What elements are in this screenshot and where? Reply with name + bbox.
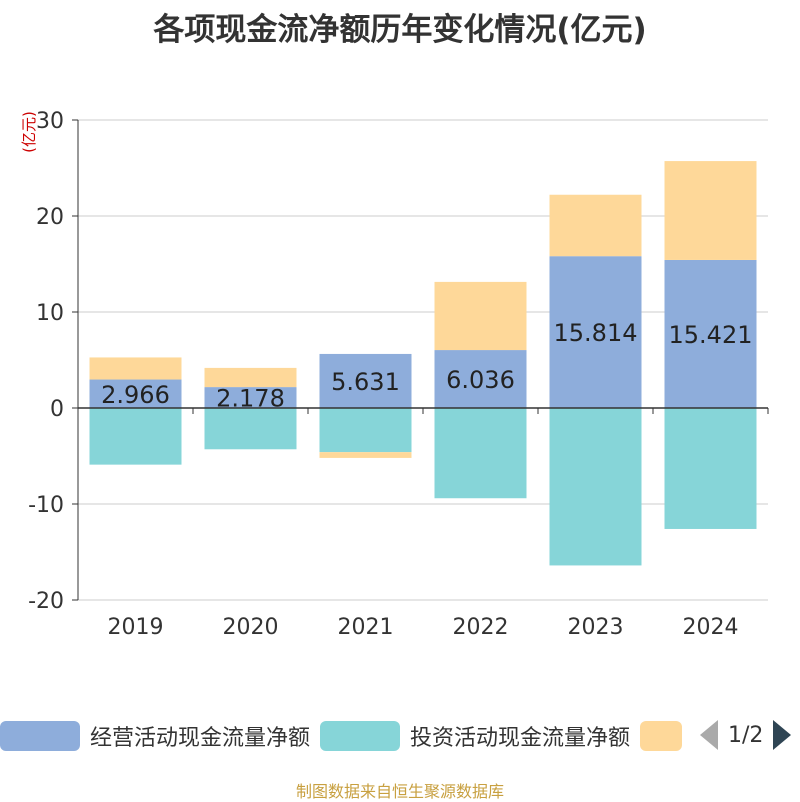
data-label-2020: 2.178 [216,385,285,413]
x-tick-label: 2022 [453,615,509,640]
y-tick-label: 0 [50,397,64,422]
legend-item-third[interactable] [640,716,682,756]
legend-label-operating: 经营活动现金流量净额 [90,726,311,751]
y-tick-label: -10 [28,493,64,518]
bar-series2-2023 [549,194,642,257]
legend-swatch-investing [320,721,400,751]
bar-layer [89,161,757,566]
chart-title: 各项现金流净额历年变化情况(亿元) [153,12,647,48]
bar-series1-2021 [319,408,412,453]
bar-series2-2020 [204,367,297,388]
axis-layer: -20 -10 0 10 20 30 2019 2020 2021 2022 2023 2024 [28,109,769,640]
y-tick-label: 30 [36,109,64,134]
data-label-2022: 6.036 [446,366,515,394]
legend-pager: 1/2 [700,718,792,752]
legend: 经营活动现金流量净额 投资活动现金流量净额 [0,716,800,756]
bar-series1-2019 [89,408,182,465]
data-label-2023: 15.814 [554,319,638,347]
x-tick-label: 2020 [223,615,279,640]
y-tick-label: -20 [28,589,64,614]
bar-series0-2019 [89,379,182,408]
legend-item-investing[interactable]: 投资活动现金流量净额 [320,716,630,756]
y-tick-label: 10 [36,301,64,326]
legend-item-operating[interactable]: 经营活动现金流量净额 [0,716,310,756]
data-label-2019: 2.966 [101,381,170,409]
x-tick-label: 2024 [683,615,739,640]
x-tick-label: 2021 [338,615,394,640]
x-tick-label: 2019 [108,615,164,640]
bar-series1-2022 [434,408,527,499]
data-source-note: 制图数据来自恒生聚源数据库 [295,782,504,801]
legend-swatch-third [640,721,682,751]
bar-series2-2022 [434,281,527,351]
x-tick-label: 2023 [568,615,624,640]
bar-series2-2019 [89,357,182,380]
bar-series0-2024 [664,259,757,408]
bar-series1-2023 [549,408,642,566]
bar-series0-2020 [204,387,297,408]
data-label-2021: 5.631 [331,368,400,396]
data-label-2024: 15.421 [669,321,753,349]
chart-plot: -20 -10 0 10 20 30 2019 2020 2021 2022 2023 2024 2.… [28,109,769,640]
legend-prev-page-icon[interactable] [700,720,718,750]
bar-series2-2021 [319,452,412,458]
bar-series1-2024 [664,408,757,529]
label-layer: 2.966 2.178 5.631 6.036 15.814 15.421 [101,319,752,412]
grid-layer [78,119,768,601]
bar-series0-2021 [319,353,412,408]
bar-series0-2023 [549,256,642,408]
legend-next-page-icon[interactable] [773,720,792,750]
legend-label-investing: 投资活动现金流量净额 [410,726,631,751]
bar-series2-2024 [664,161,757,260]
bar-series1-2020 [204,408,297,450]
legend-swatch-operating [0,721,80,751]
y-tick-label: 20 [36,205,64,230]
bar-series0-2022 [434,350,527,408]
legend-page-indicator: 1/2 [728,722,764,748]
